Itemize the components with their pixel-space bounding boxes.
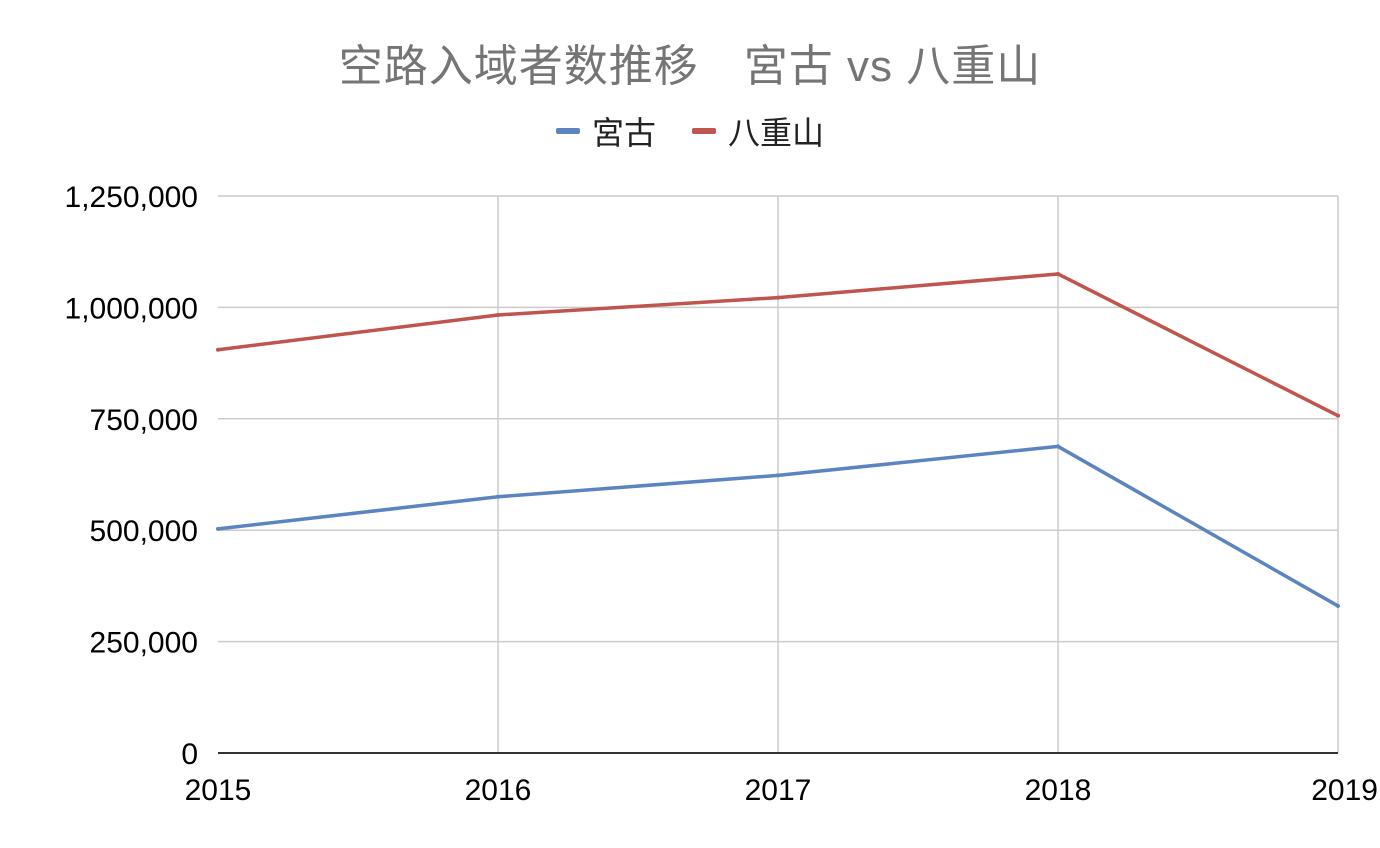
data-point	[216, 526, 220, 531]
data-point	[1336, 603, 1340, 608]
data-point	[776, 473, 780, 478]
data-point	[496, 312, 500, 317]
legend-swatch-miyako	[555, 128, 580, 134]
x-tick-label: 2018	[1025, 774, 1092, 807]
y-tick-label: 250,000	[90, 627, 198, 660]
data-point	[1056, 271, 1060, 276]
x-tick-label: 2015	[185, 774, 252, 807]
x-tick-label: 2019	[1311, 774, 1378, 807]
y-tick-label: 1,250,000	[65, 181, 198, 214]
chart-title: 空路入域者数推移 宮古 vs 八重山	[338, 42, 1042, 91]
legend-swatch-yaeyama	[692, 128, 716, 134]
y-tick-label: 500,000	[90, 515, 198, 548]
data-point	[1056, 444, 1060, 449]
legend-label-yaeyama: 八重山	[728, 115, 825, 151]
data-point	[496, 494, 500, 499]
data-point	[776, 295, 780, 300]
data-point	[1336, 413, 1340, 418]
y-tick-label: 1,000,000	[65, 292, 198, 325]
y-tick-label: 0	[181, 738, 198, 771]
x-tick-label: 2016	[465, 774, 532, 807]
legend: 宮古 八重山	[0, 108, 1380, 154]
x-tick-label: 2017	[745, 774, 812, 807]
data-point	[216, 347, 220, 352]
legend-label-miyako: 宮古	[591, 115, 656, 151]
series-lines	[216, 271, 1340, 608]
legend-item-yaeyama[interactable]: 八重山	[692, 108, 824, 154]
grid	[218, 195, 1339, 754]
y-tick-label: 750,000	[90, 404, 198, 437]
legend-item-miyako[interactable]: 宮古	[555, 108, 656, 154]
axis-labels: 0 250,000 500,000 750,000 1,000,000 1,250,000…	[65, 181, 1378, 807]
